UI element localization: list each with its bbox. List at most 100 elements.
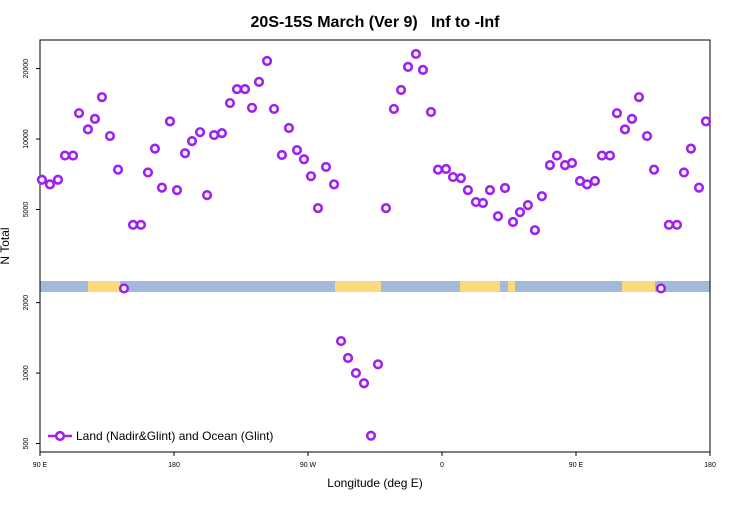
data-point: [417, 64, 429, 75]
data-point: [536, 191, 548, 202]
data-point: [67, 150, 79, 161]
data-point: [663, 219, 675, 230]
land-band: [622, 281, 655, 292]
data-point: [626, 113, 638, 124]
data-point: [231, 83, 243, 95]
data-point: [135, 219, 147, 230]
data-point: [372, 359, 384, 370]
data-point: [492, 211, 504, 222]
data-point: [604, 150, 616, 161]
data-point: [440, 163, 452, 175]
data-point: [544, 159, 556, 171]
data-point: [425, 106, 437, 118]
data-point: [142, 167, 154, 178]
data-point: [82, 124, 94, 135]
data-point: [693, 182, 705, 193]
data-point: [566, 157, 578, 169]
data-point: [283, 122, 295, 134]
data-point: [335, 335, 347, 347]
data-point: [380, 202, 392, 214]
y-axis-label: N Total: [0, 227, 12, 264]
data-point: [89, 113, 101, 124]
land-band: [508, 281, 515, 292]
data-point: [350, 367, 362, 379]
data-point: [678, 167, 690, 178]
data-point: [619, 124, 631, 135]
data-point: [581, 179, 593, 190]
data-point: [104, 130, 116, 142]
data-point: [700, 116, 712, 127]
y-tick-label: 10000: [23, 129, 30, 149]
data-point: [462, 185, 474, 196]
data-point: [365, 430, 377, 441]
data-point: [276, 149, 288, 161]
data-point: [484, 185, 496, 196]
data-point: [239, 83, 251, 95]
x-tick-label: 180: [168, 462, 180, 469]
y-tick-label: 2000: [23, 295, 30, 311]
data-point: [402, 61, 414, 72]
data-point: [529, 225, 541, 236]
data-point: [216, 128, 228, 139]
data-point: [261, 55, 273, 67]
data-point: [201, 190, 213, 201]
x-tick-label: 90 E: [33, 462, 48, 469]
land-band: [335, 281, 381, 292]
data-point: [149, 143, 161, 154]
data-point: [641, 130, 653, 142]
data-point: [388, 103, 400, 115]
data-point: [156, 182, 168, 193]
legend-marker: [54, 430, 66, 442]
data-point: [685, 143, 697, 154]
data-point: [59, 150, 71, 161]
data-point: [194, 127, 206, 138]
data-point: [112, 164, 124, 175]
data-point: [44, 179, 56, 190]
legend-label: Land (Nadir&Glint) and Ocean (Glint): [76, 429, 273, 443]
surface-strip: [40, 281, 710, 292]
data-point: [36, 174, 48, 185]
data-point: [268, 103, 280, 115]
data-point: [328, 179, 340, 190]
data-point: [507, 216, 519, 228]
data-point: [291, 144, 303, 156]
data-point: [611, 108, 623, 119]
data-point: [633, 92, 645, 103]
y-tick-label: 1000: [23, 365, 30, 381]
x-tick-label: 90 W: [300, 462, 317, 469]
data-point: [596, 150, 608, 161]
data-point: [358, 378, 370, 389]
data-point: [320, 161, 332, 173]
data-point: [432, 164, 444, 175]
data-point: [96, 92, 108, 103]
data-point: [499, 182, 511, 194]
data-point: [671, 219, 683, 230]
land-band: [88, 281, 120, 292]
data-point: [447, 171, 459, 183]
data-point: [551, 150, 563, 161]
data-point: [127, 219, 139, 230]
y-tick-label: 500: [23, 438, 30, 450]
data-point: [589, 175, 601, 187]
data-point: [312, 202, 324, 214]
data-point: [52, 174, 64, 185]
data-point: [179, 148, 191, 159]
data-point: [655, 283, 667, 294]
data-point: [305, 171, 317, 182]
data-point: [455, 172, 467, 184]
data-point: [171, 185, 183, 196]
data-point: [118, 283, 130, 294]
data-point: [253, 76, 265, 87]
data-point: [395, 84, 407, 96]
data-point: [410, 48, 422, 60]
data-point: [298, 154, 310, 165]
plot-frame: [39, 39, 711, 453]
data-point: [208, 129, 220, 141]
legend: Land (Nadir&Glint) and Ocean (Glint): [48, 429, 273, 443]
data-point: [514, 207, 526, 218]
x-axis-label: Longitude (deg E): [327, 476, 422, 490]
x-tick-label: 90 E: [569, 462, 584, 469]
data-point: [246, 102, 258, 113]
y-tick-label: 20000: [23, 59, 30, 79]
